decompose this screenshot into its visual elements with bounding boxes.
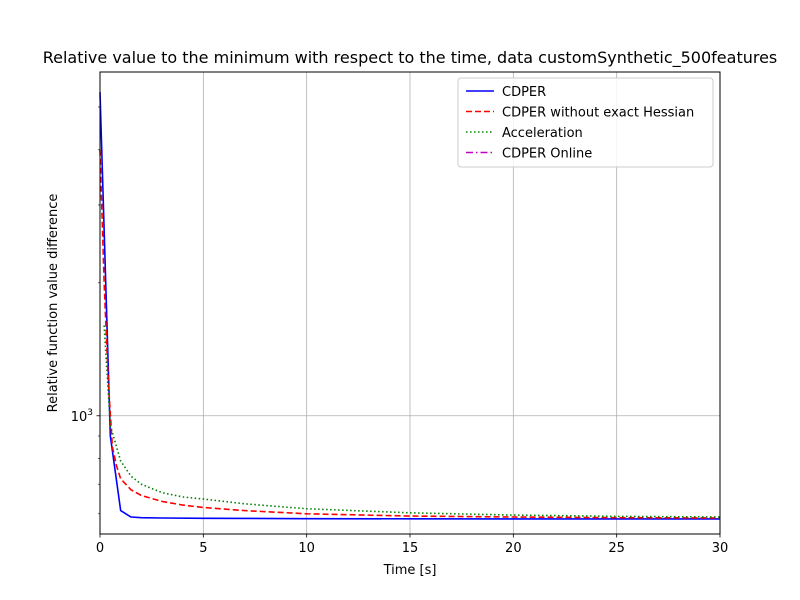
legend-label: CDPER bbox=[502, 85, 546, 100]
x-tick-label: 30 bbox=[712, 541, 729, 556]
x-axis: 0 5 10 15 20 25 30 bbox=[96, 534, 728, 556]
x-tick-label: 5 bbox=[199, 541, 207, 556]
x-tick-label: 25 bbox=[608, 541, 625, 556]
y-axis: 103 bbox=[71, 106, 100, 515]
x-tick-label: 0 bbox=[96, 541, 104, 556]
series-line bbox=[103, 325, 721, 518]
series-line bbox=[99, 149, 721, 519]
legend-box bbox=[457, 77, 714, 168]
series-layer bbox=[99, 92, 721, 520]
series-line bbox=[99, 92, 720, 520]
chart-title: Relative value to the minimum with respe… bbox=[43, 48, 778, 68]
legend-label: CDPER Online bbox=[502, 147, 592, 162]
x-tick-label: 10 bbox=[298, 541, 315, 556]
legend-label: CDPER without exact Hessian bbox=[502, 106, 694, 121]
y-axis-label: Relative function value difference bbox=[46, 194, 61, 413]
x-tick-label: 20 bbox=[505, 541, 522, 556]
legend-label: Acceleration bbox=[502, 126, 583, 141]
x-tick-label: 15 bbox=[402, 541, 419, 556]
x-axis-label: Time [s] bbox=[383, 563, 437, 578]
y-tick-label: 103 bbox=[71, 408, 93, 425]
legend: CDPER CDPER without exact Hessian Accelera… bbox=[457, 77, 714, 168]
